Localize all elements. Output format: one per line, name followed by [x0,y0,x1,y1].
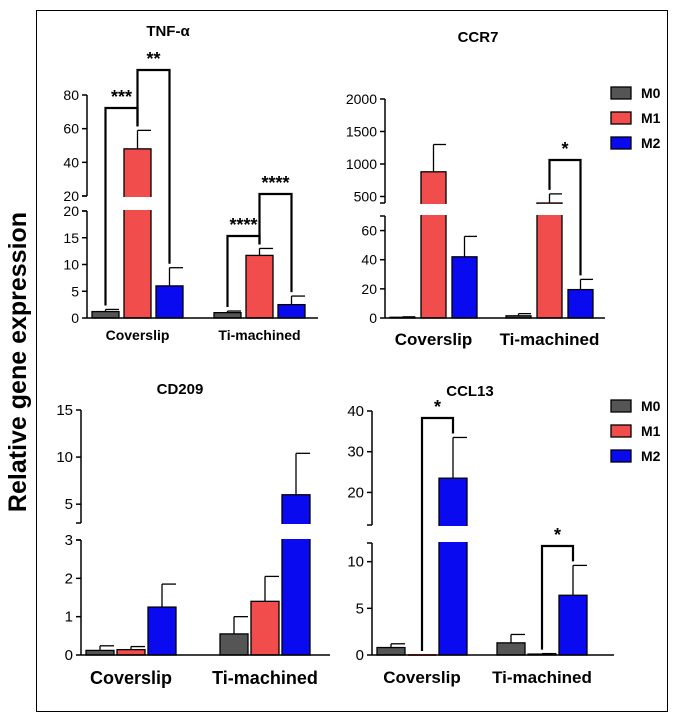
category-label: Ti-machined [212,668,318,688]
y-tick-label: 20 [361,281,377,297]
significance-bracket [548,158,582,276]
legend-swatch-m1 [610,111,632,125]
y-tick-label: 60 [361,223,377,239]
y-axis-label: Relative gene expression [4,212,32,512]
chart-title: CCL13 [446,383,494,400]
y-tick-label: 0 [356,647,364,664]
y-tick-label: 5 [356,600,364,617]
y-tick-label: 20 [347,484,364,501]
y-tick-label: 5 [65,496,73,513]
bar-m1-coverslip [420,171,447,319]
legend-label-m0: M0 [641,398,661,414]
axis-break-band [387,204,607,215]
bar-m2-coverslip [451,256,478,319]
significance-label: * [561,139,568,159]
bar-m0-coverslip [91,310,120,319]
significance-bracket [136,68,171,264]
bar-m2-coverslip [155,285,184,319]
y-tick-label: 1 [65,609,73,626]
bar-m2-ti-machined [277,303,306,319]
significance-label: ** [146,49,160,69]
y-tick-label: 500 [354,189,378,205]
y-tick-label: 2000 [346,91,377,107]
y-tick-label: 5 [71,283,79,299]
y-tick-label: 15 [56,402,73,419]
significance-bracket [258,192,293,293]
y-tick-label: 0 [71,310,79,326]
y-tick-label: 3 [65,532,73,549]
significance-bracket [540,544,575,650]
category-label: Ti-machined [500,330,600,349]
axis-break-band [83,524,332,539]
bar-m2-ti-machined [558,594,588,656]
panel-3: CD209 Coverslip Ti-machined 0 1 2 3 5 10 15 [56,381,332,688]
y-tick-label: 60 [63,121,79,137]
legend-swatch-m0 [610,86,632,100]
legend-label-m1: M1 [641,110,661,126]
category-label: Coverslip [395,330,472,349]
chart-title: CD209 [157,381,204,398]
legend-label-m0: M0 [641,85,661,101]
y-tick-label: 80 [63,87,79,103]
bar-m1-ti-machined [245,254,274,319]
bar-m0-ti-machined [219,633,249,656]
y-tick-label: 10 [63,257,79,273]
significance-label: **** [261,173,289,193]
chart-title: TNF-α [146,23,190,40]
y-tick-label: 20 [63,188,79,204]
axis-break-band [89,197,320,210]
axis-break-band [374,526,616,542]
category-label: Coverslip [90,668,172,688]
y-axis-label-area: Relative gene expression [4,212,32,512]
bar-m2-coverslip [438,477,468,656]
legend-label-m2: M2 [641,448,661,464]
bar-m0-coverslip [376,646,406,656]
category-label: Ti-machined [492,668,592,687]
legend-swatch-m1 [610,424,632,438]
bar-m2-ti-machined [567,288,594,319]
bar-m1-coverslip [123,148,152,319]
y-tick-label: 20 [63,203,79,219]
y-tick-label: 0 [369,310,377,326]
panel-4: CCL13 Coverslip Ti-machined 0 5 10 20 30 40 * * M0 M… [347,383,660,687]
y-tick-label: 10 [347,554,364,571]
bar-m1-ti-machined [536,202,563,319]
chart-title: CCR7 [458,29,499,46]
y-tick-label: 0 [65,647,73,664]
bar-m0-ti-machined [496,642,526,656]
category-label: Coverslip [383,668,460,687]
bar-m1-ti-machined [250,600,280,656]
significance-label: *** [111,87,132,107]
legend-label-m2: M2 [641,135,661,151]
legend-swatch-m2 [610,136,632,150]
y-tick-label: 30 [347,444,364,461]
legend-swatch-m2 [610,449,632,463]
y-tick-label: 15 [63,230,79,246]
panel-2: CCR7 Coverslip Ti-machined 0 20 40 60 500 1000 15… [346,29,661,349]
significance-label: * [434,397,441,417]
legend-label-m1: M1 [641,423,661,439]
category-label: Coverslip [106,327,170,343]
y-tick-label: 1500 [346,124,377,140]
y-tick-label: 1000 [346,156,377,172]
y-tick-label: 40 [361,252,377,268]
y-tick-label: 2 [65,570,73,587]
bar-m1-coverslip [116,648,146,656]
bar-m0-ti-machined [213,311,242,319]
significance-label: **** [229,215,257,235]
bar-m2-ti-machined [281,494,311,656]
y-tick-label: 40 [63,154,79,170]
bar-m2-coverslip [147,606,177,656]
significance-label: * [554,525,561,545]
category-label: Ti-machined [218,327,300,343]
legend-swatch-m0 [610,399,632,413]
y-tick-label: 40 [347,403,364,420]
figure-frame [36,10,668,712]
y-tick-label: 10 [56,449,73,466]
significance-bracket [420,416,455,651]
